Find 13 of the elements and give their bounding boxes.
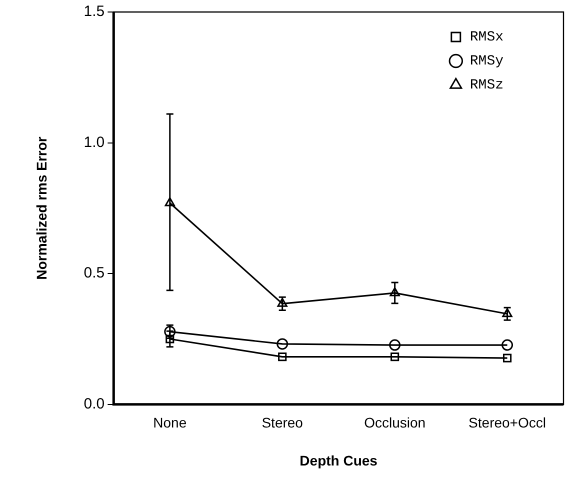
y-tick-label: 1.0 xyxy=(84,134,105,151)
y-axis-title: Normalized rms Error xyxy=(33,136,50,280)
legend-label: RMSy xyxy=(470,54,504,70)
x-tick-label: Occlusion xyxy=(364,414,426,431)
y-tick-label: 1.5 xyxy=(84,3,105,20)
legend-label: RMSx xyxy=(470,30,504,46)
x-axis-title: Depth Cues xyxy=(300,452,378,468)
x-tick-label: None xyxy=(153,414,187,431)
y-tick-label: 0.5 xyxy=(84,264,105,282)
x-tick-label: Stereo+Occl xyxy=(468,414,546,431)
x-tick-label: Stereo xyxy=(262,414,304,431)
legend-label: RMSz xyxy=(470,78,504,94)
y-tick-label: 0.0 xyxy=(84,396,105,413)
